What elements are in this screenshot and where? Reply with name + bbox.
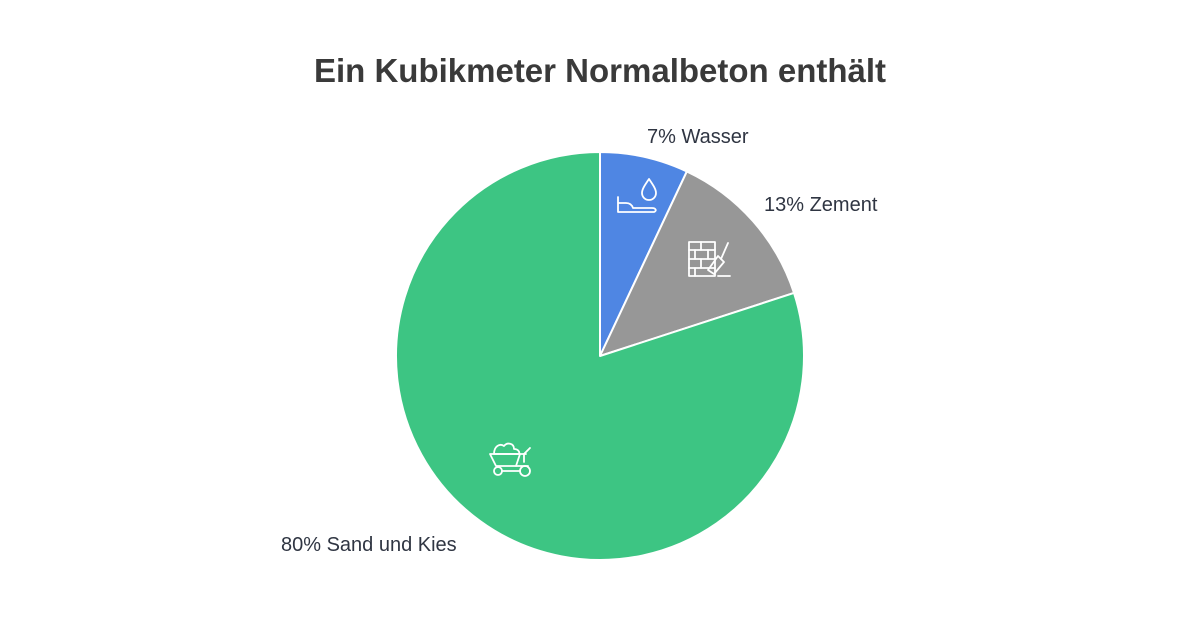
slice-label-zement: 13% Zement bbox=[764, 194, 878, 216]
wheelbarrow-icon bbox=[489, 442, 531, 477]
pie-icons bbox=[489, 178, 731, 477]
water-drop-icon bbox=[617, 178, 657, 213]
pie-slices bbox=[395, 151, 805, 561]
slice-label-wasser: 7% Wasser bbox=[647, 126, 749, 148]
slice-labels: 7% Wasser 13% Zement 80% Sand und Kies bbox=[281, 126, 878, 556]
chart-title: Ein Kubikmeter Normalbeton enthält bbox=[313, 52, 887, 89]
pie-slice-2 bbox=[395, 151, 805, 561]
slice-label-sand-kies: 80% Sand und Kies bbox=[281, 534, 457, 556]
brick-wall-trowel-icon bbox=[688, 241, 731, 277]
pie-slice-1 bbox=[599, 170, 796, 357]
